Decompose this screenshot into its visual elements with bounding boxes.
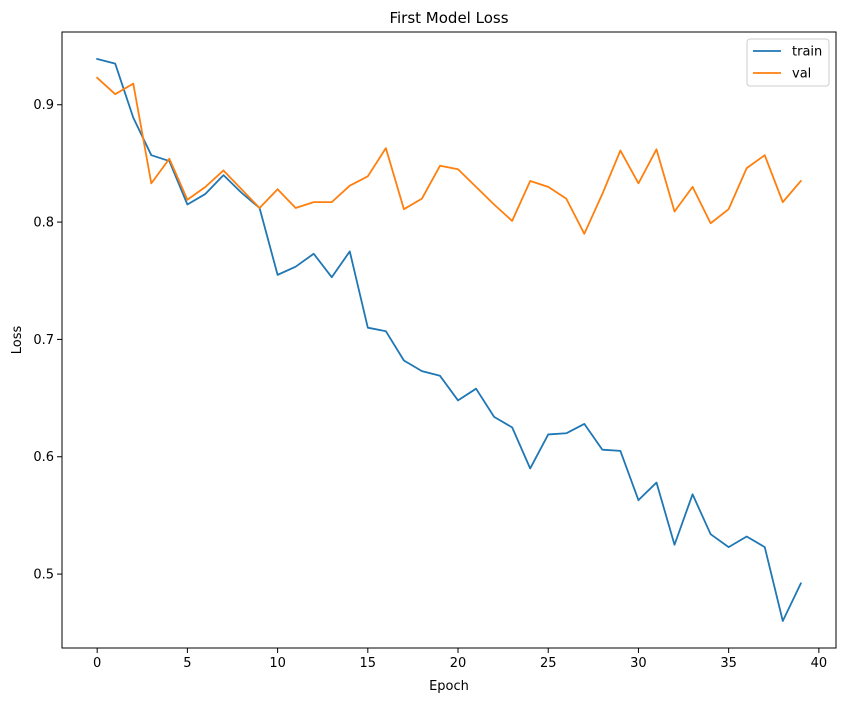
legend-label-val: val [792,67,811,82]
y-tick-label: 0.7 [33,333,54,348]
series-line-train [96,57,803,622]
x-tick-label: 5 [183,656,191,671]
x-axis-label: Epoch [429,679,469,694]
legend-label-train: train [792,45,822,60]
y-axis-label: Loss [10,326,25,355]
y-tick-label: 0.8 [33,216,54,231]
x-tick-label: 30 [630,656,647,671]
series-line-val [95,76,803,235]
y-tick-label: 0.5 [33,568,54,583]
x-tick-label: 0 [93,656,101,671]
x-tick-label: 20 [450,656,467,671]
y-axis: 0.5 0.6 0.7 0.8 0.9 [33,98,62,583]
y-tick-label: 0.9 [33,98,54,113]
x-axis: 0 5 10 15 20 25 30 35 40 [93,648,827,671]
plot-area [62,32,836,648]
legend: train val [746,38,830,87]
x-tick-label: 15 [360,656,377,671]
x-tick-label: 10 [269,656,286,671]
y-tick-label: 0.6 [33,450,54,465]
chart-title: First Model Loss [389,9,508,27]
plot-frame [61,31,837,649]
x-tick-label: 35 [720,656,737,671]
series-layer [95,57,803,622]
x-tick-label: 25 [540,656,557,671]
x-tick-label: 40 [811,656,828,671]
